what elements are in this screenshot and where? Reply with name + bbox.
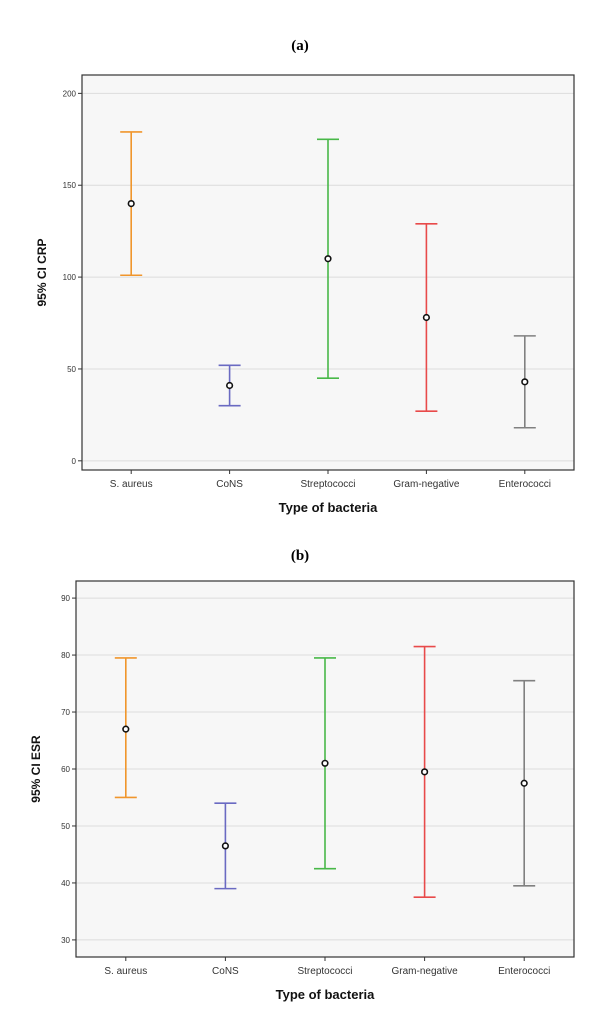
- chart-a: 0 50 100 150 200 S. aureus CoNS Streptococci Gra…: [35, 74, 575, 515]
- x-tick-label-0: S. aureus: [104, 966, 147, 977]
- y-tick-label-1: 50: [67, 365, 76, 374]
- mean-point-3: [422, 313, 431, 322]
- y-tick-label-0: 0: [72, 457, 77, 466]
- mean-point-2: [324, 255, 332, 263]
- y-axis-label: 95% CI ESR: [29, 735, 43, 803]
- panel-label-a: (a): [291, 38, 309, 54]
- x-tick-label-3: Gram-negative: [392, 966, 459, 977]
- y-tick-label-1: 40: [61, 879, 70, 888]
- y-tick-label-3: 60: [61, 765, 70, 774]
- mean-point-4: [521, 378, 529, 386]
- y-tick-label-5: 80: [61, 651, 70, 660]
- x-tick-label-2: Streptococci: [297, 966, 352, 977]
- y-tick-label-4: 70: [61, 708, 70, 717]
- y-tick-label-2: 50: [61, 822, 70, 831]
- x-axis-label: Type of bacteria: [279, 500, 379, 515]
- mean-point-0: [122, 725, 130, 733]
- mean-point-2: [321, 759, 329, 767]
- mean-point-1: [226, 381, 234, 390]
- x-tick-label-1: CoNS: [216, 479, 243, 490]
- y-tick-label-6: 90: [61, 594, 70, 603]
- x-axis-label: Type of bacteria: [276, 987, 376, 1002]
- panel-label-b: (b): [290, 548, 310, 564]
- y-tick-label-2: 100: [63, 273, 77, 282]
- mean-point-0: [127, 200, 135, 208]
- x-tick-label-2: Streptococci: [300, 479, 355, 490]
- x-tick-label-0: S. aureus: [110, 479, 153, 490]
- chart-b: 30 40 50 60 70 80 90 S. aureus CoNS Streptococci G…: [29, 580, 575, 1002]
- x-tick-label-4: Enterococci: [499, 479, 551, 490]
- x-tick-label-1: CoNS: [212, 966, 239, 977]
- mean-point-4: [520, 779, 528, 787]
- y-tick-label-0: 30: [61, 936, 70, 945]
- y-tick-label-4: 200: [63, 89, 77, 98]
- y-axis-label: 95% CI CRP: [35, 238, 49, 306]
- mean-point-1: [221, 842, 229, 850]
- x-tick-label-3: Gram-negative: [393, 479, 460, 490]
- mean-point-3: [421, 768, 429, 776]
- x-tick-label-4: Enterococci: [498, 966, 550, 977]
- y-tick-label-3: 150: [63, 181, 77, 190]
